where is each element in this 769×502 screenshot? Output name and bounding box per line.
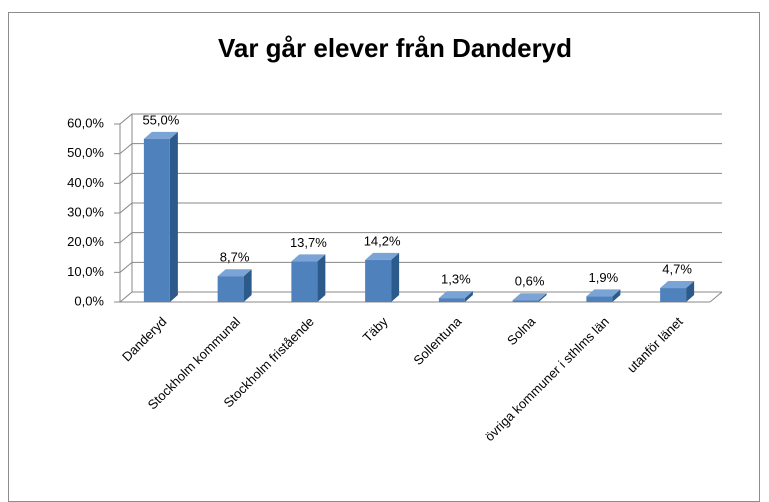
chart-title: Var går elever från Danderyd [218,33,572,63]
y-tick-label: 40,0% [67,175,104,190]
y-tick-label: 0,0% [74,293,104,308]
bar-side [391,252,400,302]
bar-side [538,293,547,302]
bar [438,298,465,302]
y-tick-label: 20,0% [67,234,104,249]
bar-side [317,254,326,302]
data-label: 14,2% [364,233,401,248]
grid-line [119,232,722,244]
bar [217,276,244,302]
y-tick-label: 60,0% [67,115,104,130]
y-tick-label: 50,0% [67,145,104,160]
bar-top [143,131,178,139]
bar-side [464,291,473,302]
bar-top [512,293,547,301]
grid-line [119,113,722,125]
grid-line [119,202,722,214]
bar-group [660,281,695,302]
bar [660,288,687,302]
bar-top [291,254,326,262]
bar-side [612,289,621,302]
data-label: 4,7% [662,261,692,276]
bar-group [586,289,621,302]
bar-side [169,131,178,302]
grid-line [119,143,722,155]
grid-line [119,261,722,273]
grid-line [119,172,722,184]
bar-group [365,252,400,302]
data-label: 8,7% [220,250,250,265]
bar-group [512,293,547,302]
bar-top [438,291,473,299]
data-label: 1,9% [589,270,619,285]
y-tick-label: 10,0% [67,264,104,279]
data-label: 0,6% [515,274,545,289]
bar-top [586,289,621,297]
bar [586,296,613,302]
y-tick-label: 30,0% [67,204,104,219]
bar [143,138,170,302]
bar-top [365,252,400,260]
data-label: 13,7% [290,235,327,250]
data-label: 1,3% [441,272,471,287]
data-label: 55,0% [142,112,179,127]
bar [512,300,539,302]
axis-line [709,291,723,303]
bar-side [686,281,695,302]
bar-side [243,269,252,302]
bar-top [660,281,695,289]
bar-top [217,269,252,277]
grid-line [119,291,722,303]
bar-group [438,291,473,302]
bar-group [143,131,178,302]
bar [291,261,318,302]
bar-group [217,269,252,302]
bar [365,259,392,302]
bar-group [291,254,326,302]
